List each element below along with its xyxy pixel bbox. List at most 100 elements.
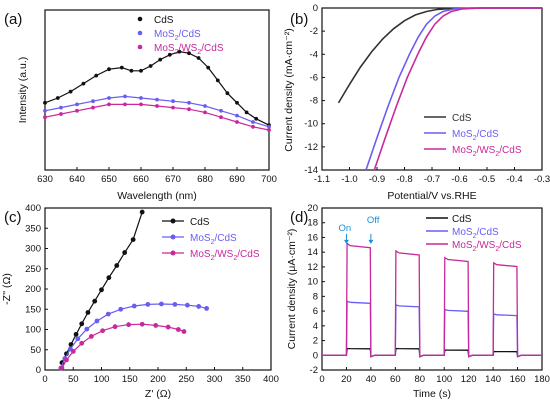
d-x-tick-label: 80 bbox=[414, 374, 425, 385]
series-line-mos2-ws2-cds-b bbox=[373, 7, 542, 171]
c-y-tick-label: 0 bbox=[36, 365, 41, 376]
data-point-mos2-cds-a bbox=[203, 104, 207, 108]
b-x-tick-label: -0.9 bbox=[369, 174, 385, 185]
y-axis-label-b: Current density (mA·cm⁻²) bbox=[283, 28, 295, 151]
panel-c: (c) 0 50 100 150 200 250 300 350 400 0 50 100 150 200… bbox=[1, 203, 279, 400]
panel-d: (d) 0 20 40 60 80 100 120 140 160 180-20246810121… bbox=[286, 203, 550, 400]
data-point-cds-a bbox=[196, 56, 201, 60]
data-point-cds-a bbox=[167, 52, 172, 57]
b-y-tick-label: 0 bbox=[313, 3, 318, 14]
data-point-mos2-cds-a bbox=[43, 108, 47, 113]
d-x-tick-label: 0 bbox=[319, 374, 324, 385]
data-point-cds-c bbox=[73, 331, 79, 337]
data-point-mos2-cds-a bbox=[267, 124, 271, 129]
data-point-cds-a bbox=[225, 91, 230, 96]
b-y-tick-label: -6 bbox=[310, 72, 318, 83]
data-point-mos2-cds-a bbox=[59, 105, 63, 110]
legend-c: CdS MoS2/CdS MoS2/WS2/CdS bbox=[162, 217, 260, 262]
data-point-cds-a bbox=[177, 49, 182, 54]
d-y-tick-label: 12 bbox=[307, 262, 318, 273]
c-y-tick-label: 200 bbox=[25, 284, 41, 295]
b-y-tick-label: -14 bbox=[304, 165, 318, 176]
b-x-tick-label: -0.3 bbox=[534, 174, 550, 185]
data-point-mos2-cds-a bbox=[107, 96, 111, 100]
panel-b: (b) -1.1 -1.0 -0.9 -0.8 -0.7 -0.6 -0.5 -0.4 -0.3… bbox=[283, 3, 550, 202]
a-x-tick-label: 640 bbox=[69, 174, 85, 185]
c-x-tick-label: 200 bbox=[150, 374, 166, 385]
data-point-mos2-cds-a bbox=[123, 94, 127, 99]
c-x-tick-label: 250 bbox=[178, 374, 194, 385]
b-x-tick-label: -1.0 bbox=[341, 174, 357, 185]
data-point-mos2-cds-a bbox=[91, 99, 95, 104]
annotation-on: On bbox=[338, 223, 351, 234]
data-point-cds-a bbox=[254, 116, 259, 121]
arrow-on-icon-head bbox=[343, 239, 349, 244]
d-y-tick-label: 10 bbox=[307, 277, 318, 288]
fit-line-mos2-cds-c bbox=[60, 303, 207, 369]
data-point-mos2-ws2-cds-c bbox=[88, 333, 94, 339]
x-axis-label-d: Time (s) bbox=[413, 388, 451, 400]
c-x-tick-label: 100 bbox=[94, 374, 110, 385]
data-point-mos2-cds-a bbox=[75, 102, 79, 107]
data-point-cds-a bbox=[43, 100, 47, 105]
x-axis-label-b: Potential/V vs.RHE bbox=[387, 190, 476, 202]
data-point-cds-a bbox=[94, 73, 99, 78]
data-point-mos2-cds-c bbox=[158, 301, 164, 307]
data-point-cds-a bbox=[206, 65, 211, 70]
d-y-tick-label: 20 bbox=[307, 203, 318, 214]
d-x-tick-label: 20 bbox=[341, 374, 352, 385]
data-point-mos2-cds-c bbox=[131, 303, 137, 309]
d-x-tick-label: 40 bbox=[366, 374, 377, 385]
data-point-mos2-ws2-cds-a bbox=[187, 107, 191, 112]
data-point-mos2-ws2-cds-c bbox=[153, 323, 159, 328]
data-point-cds-c bbox=[114, 263, 120, 268]
data-point-mos2-ws2-cds-a bbox=[171, 105, 175, 110]
a-x-tick-label: 690 bbox=[229, 174, 245, 185]
a-x-tick-label: 680 bbox=[197, 174, 213, 185]
data-point-mos2-ws2-cds-a bbox=[219, 115, 223, 120]
c-y-tick-label: 50 bbox=[30, 345, 41, 356]
data-point-cds-c bbox=[99, 287, 104, 293]
data-point-mos2-ws2-cds-a bbox=[107, 102, 111, 107]
c-x-tick-label: 300 bbox=[207, 374, 223, 385]
data-point-cds-c bbox=[85, 310, 91, 315]
data-point-mos2-cds-a bbox=[155, 97, 159, 102]
data-point-mos2-cds-a bbox=[219, 108, 223, 113]
d-x-tick-label: 120 bbox=[461, 374, 477, 385]
data-point-cds-a bbox=[119, 65, 124, 70]
c-y-tick-label: 400 bbox=[25, 203, 41, 214]
data-point-cds-a bbox=[68, 89, 73, 94]
c-y-tick-label: 250 bbox=[25, 264, 41, 275]
panel-label-b: (b) bbox=[290, 11, 308, 28]
legend-label-cds-b: CdS bbox=[452, 113, 472, 124]
data-point-mos2-cds-c bbox=[94, 318, 100, 324]
data-point-mos2-cds-c bbox=[118, 306, 124, 312]
data-point-mos2-ws2-cds-a bbox=[155, 104, 159, 108]
series-line-cds-b bbox=[337, 7, 542, 104]
data-point-mos2-ws2-cds-a bbox=[235, 120, 239, 124]
data-point-mos2-cds-c bbox=[184, 302, 190, 308]
x-axis-label-c: Z' (Ω) bbox=[145, 388, 171, 400]
b-y-tick-label: -10 bbox=[304, 119, 318, 130]
c-x-tick-label: 150 bbox=[122, 374, 138, 385]
series-line-mos2-ws2-cds-a bbox=[44, 103, 270, 131]
legend-b: CdS MoS2/CdS MoS2/WS2/CdS bbox=[424, 113, 522, 158]
data-point-mos2-ws2-cds-c bbox=[79, 340, 85, 346]
legend-label-ternary-b: MoS2/WS2/CdS bbox=[452, 145, 522, 158]
data-point-mos2-cds-c bbox=[196, 304, 202, 309]
legend-label-mos2-c: MoS2/CdS bbox=[190, 233, 237, 246]
panel-label-c: (c) bbox=[4, 209, 22, 226]
a-x-tick-label: 670 bbox=[165, 174, 181, 185]
data-point-mos2-cds-c bbox=[145, 301, 151, 307]
x-axis-label-a: Wavelength (nm) bbox=[117, 190, 197, 202]
b-x-tick-label: -0.4 bbox=[506, 174, 522, 185]
data-point-mos2-ws2-cds-c bbox=[70, 348, 76, 354]
data-point-mos2-ws2-cds-c bbox=[59, 365, 65, 371]
d-x-tick-label: 180 bbox=[534, 374, 550, 385]
b-y-tick-label: -8 bbox=[310, 96, 318, 107]
series-line-mos2-ws2-cds-d bbox=[322, 242, 542, 358]
data-point-mos2-ws2-cds-c bbox=[165, 324, 171, 330]
legend-label-mos2-b: MoS2/CdS bbox=[452, 129, 499, 142]
data-point-mos2-cds-a bbox=[235, 113, 239, 118]
legend-label-cds-c: CdS bbox=[190, 217, 210, 228]
